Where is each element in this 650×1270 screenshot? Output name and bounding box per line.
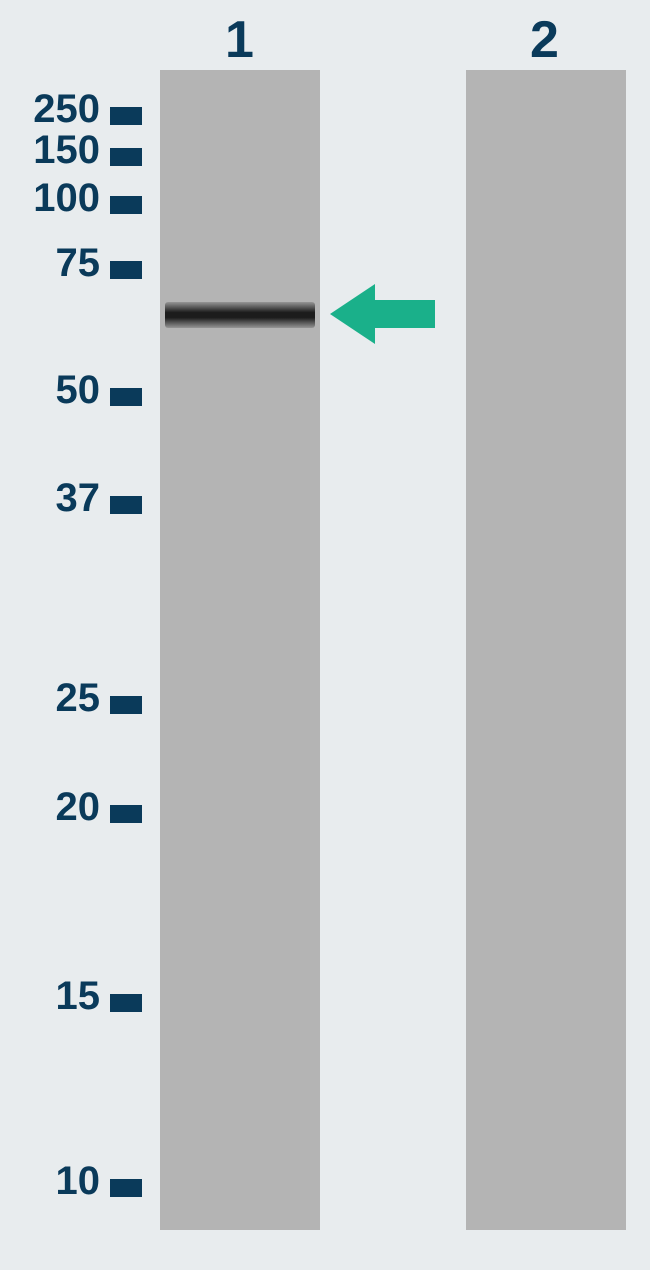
lane-2 <box>466 70 626 1230</box>
mw-tick-50 <box>110 388 142 406</box>
mw-label-10: 10 <box>10 1159 100 1204</box>
mw-tick-10 <box>110 1179 142 1197</box>
mw-tick-250 <box>110 107 142 125</box>
mw-tick-20 <box>110 805 142 823</box>
protein-band-lane1 <box>165 302 315 328</box>
lane-header-1: 1 <box>225 10 254 70</box>
mw-tick-100 <box>110 196 142 214</box>
mw-tick-75 <box>110 261 142 279</box>
mw-tick-150 <box>110 148 142 166</box>
mw-tick-15 <box>110 994 142 1012</box>
mw-label-75: 75 <box>10 241 100 286</box>
mw-label-250: 250 <box>10 87 100 132</box>
mw-label-15: 15 <box>10 974 100 1019</box>
band-indicator-arrow <box>330 284 435 344</box>
arrow-shaft <box>375 300 435 328</box>
lane-1 <box>160 70 320 1230</box>
western-blot-diagram: 1 2 250 150 100 75 50 37 25 20 15 10 <box>0 0 650 1270</box>
mw-label-50: 50 <box>10 368 100 413</box>
mw-label-20: 20 <box>10 785 100 830</box>
mw-tick-37 <box>110 496 142 514</box>
lane-header-2: 2 <box>530 10 559 70</box>
mw-label-100: 100 <box>10 176 100 221</box>
arrow-head-icon <box>330 284 375 344</box>
mw-tick-25 <box>110 696 142 714</box>
mw-label-37: 37 <box>10 476 100 521</box>
mw-label-25: 25 <box>10 676 100 721</box>
mw-label-150: 150 <box>10 128 100 173</box>
